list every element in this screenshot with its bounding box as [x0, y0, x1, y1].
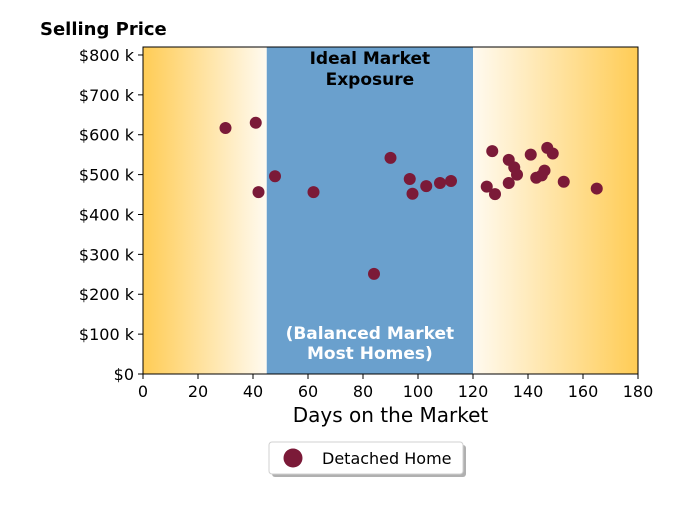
- x-tick-label: 140: [513, 382, 544, 401]
- data-point-detached-home: [249, 116, 262, 129]
- data-point-detached-home: [384, 151, 397, 164]
- y-tick-label: $800 k: [79, 46, 135, 65]
- x-tick-label: 0: [138, 382, 148, 401]
- data-point-detached-home: [269, 170, 281, 183]
- data-point-detached-home: [445, 174, 457, 187]
- data-points: [219, 116, 603, 280]
- y-tick-label: $500 k: [79, 166, 135, 185]
- data-point-detached-home: [219, 121, 232, 134]
- data-point-detached-home: [480, 180, 493, 193]
- band-label-top-line1: Ideal Market: [310, 49, 431, 69]
- data-point-detached-home: [307, 186, 320, 199]
- x-axis-title: Days on the Market: [293, 403, 489, 427]
- data-point-detached-home: [252, 186, 265, 199]
- legend-label-detached-home: Detached Home: [322, 449, 452, 468]
- x-tick-label: 180: [623, 382, 654, 401]
- data-point-detached-home: [403, 172, 416, 185]
- y-tick-label: $200 k: [79, 285, 135, 304]
- plot-frame: [142, 46, 639, 375]
- data-point-detached-home: [546, 147, 559, 160]
- y-tick-label: $600 k: [79, 126, 135, 145]
- x-tick-label: 40: [243, 382, 263, 401]
- data-point-detached-home: [557, 175, 570, 188]
- data-point-detached-home: [524, 148, 537, 161]
- data-point-detached-home: [434, 176, 446, 189]
- left-gradient-region: [143, 47, 267, 374]
- y-axis-title: Selling Price: [40, 19, 167, 40]
- x-tick-label: 80: [353, 382, 373, 401]
- band-label-bottom-line1: (Balanced Market: [286, 324, 455, 344]
- ideal-market-band: [266, 47, 473, 374]
- y-tick-label: $0: [114, 365, 134, 384]
- x-tick-label: 20: [188, 382, 208, 401]
- plot-background: [143, 47, 638, 374]
- data-point-detached-home: [368, 267, 380, 280]
- y-axis-ticks: $0 $100 k $200 k $300 k $400 k $500 k $600 k $7…: [79, 46, 143, 384]
- x-tick-label: 100: [403, 382, 434, 401]
- x-axis-ticks: 0 20 40 60 80 100 120 140 160 180: [138, 374, 653, 401]
- legend-box: [268, 441, 464, 475]
- legend-marker-detached-home: [283, 448, 303, 468]
- y-tick-label: $100 k: [79, 325, 135, 344]
- data-point-detached-home: [502, 176, 515, 189]
- right-gradient-region: [473, 47, 638, 374]
- x-tick-label: 120: [458, 382, 489, 401]
- legend: Detached Home: [268, 441, 466, 477]
- x-tick-label: 60: [298, 382, 318, 401]
- band-label-bottom-line2: Most Homes): [307, 344, 433, 364]
- data-point-detached-home: [538, 164, 551, 177]
- y-tick-label: $300 k: [79, 245, 135, 264]
- y-tick-label: $700 k: [79, 86, 135, 105]
- data-point-detached-home: [486, 145, 499, 158]
- y-tick-label: $400 k: [79, 205, 135, 224]
- data-point-detached-home: [489, 188, 501, 201]
- x-tick-label: 160: [568, 382, 599, 401]
- band-label-top-line2: Exposure: [326, 70, 415, 90]
- data-point-detached-home: [420, 180, 433, 193]
- data-point-detached-home: [590, 182, 603, 195]
- data-point-detached-home: [511, 168, 523, 181]
- data-point-detached-home: [406, 187, 419, 200]
